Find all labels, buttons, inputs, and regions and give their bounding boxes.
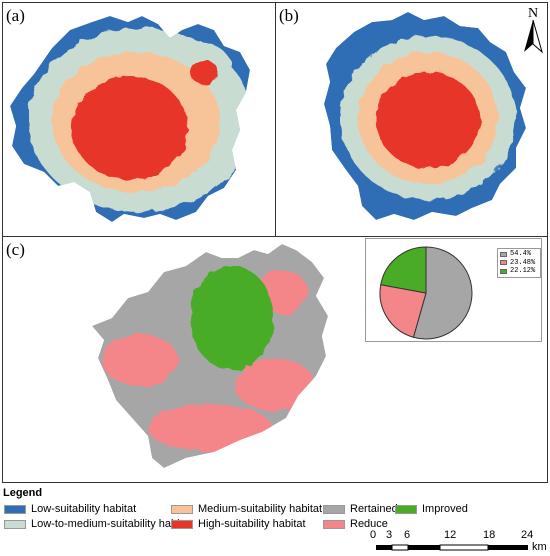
legend-item-retained: Rertained [323,503,398,515]
scale-tick: 0 [370,529,377,541]
pie-legend-label: 54.4% [510,250,532,259]
panel-label-b: (b) [279,6,299,25]
map-a-high-region [72,76,188,180]
legend-item-low-medium: Low-to-medium-suitability habitat [4,518,192,530]
legend-label: Low-to-medium-suitability habitat [31,518,192,530]
legend-label: Reduce [350,518,388,530]
map-b-high-region [376,72,480,168]
map-b-suitability [324,12,526,220]
legend-item-reduce: Reduce [323,518,388,530]
legend-swatch [395,504,417,514]
panel-label-a: (a) [6,6,25,25]
scale-tick: 3 [386,529,393,541]
pie-inset: 54.4% 23.48% 22.12% [365,238,542,342]
legend-item-low: Low-suitability habitat [4,503,136,515]
legend-swatch [171,519,193,529]
pie-legend-label: 23.48% [510,258,536,267]
north-arrow: N [524,6,543,54]
pie-chart [379,246,473,340]
pie-slice [412,246,473,340]
scale-tick: 12 [444,529,457,541]
legend-swatch [171,504,193,514]
map-c-improved-region [190,266,274,370]
legend-swatch [4,519,26,529]
pie-legend-swatch [500,268,507,274]
pie-legend-row: 23.48% [500,259,538,268]
north-label: N [528,6,538,21]
scale-bar [376,544,528,551]
pie-legend: 54.4% 23.48% 22.12% [497,248,541,278]
pie-slice [380,246,427,294]
legend-label: Medium-suitability habitat [198,503,323,515]
scale-tick: 18 [483,529,496,541]
map-c-reduce-region [148,404,272,452]
pie-legend-swatch [500,251,507,257]
legend-label: Low-suitability habitat [31,503,137,515]
pie-legend-label: 22.12% [510,267,536,276]
pie-legend-row: 54.4% [500,250,538,259]
pie-legend-swatch [500,260,507,266]
legend-item-medium: Medium-suitability habitat [171,503,322,515]
legend-swatch [323,504,345,514]
legend-item-high: High-suitability habitat [171,518,306,530]
map-c-change [92,244,328,468]
scale-tick: 24 [521,529,534,541]
map-a-high-region [190,60,218,84]
map-a-suitability [10,16,250,222]
pie-slice [379,284,427,338]
map-c-reduce-region [235,359,315,411]
legend-swatch [4,504,26,514]
legend-label: Rertained [350,503,398,515]
panel-label-c: (c) [6,240,25,259]
scale-unit: km [532,541,547,553]
legend-swatch [323,519,345,529]
map-c-reduce-region [102,334,178,386]
scale-tick: 6 [404,529,411,541]
pie-legend-row: 22.12% [500,267,538,276]
legend-label: High-suitability habitat [198,518,306,530]
legend-item-improved: Improved [395,503,468,515]
legend-title: Legend [3,487,43,499]
legend-label: Improved [422,503,468,515]
